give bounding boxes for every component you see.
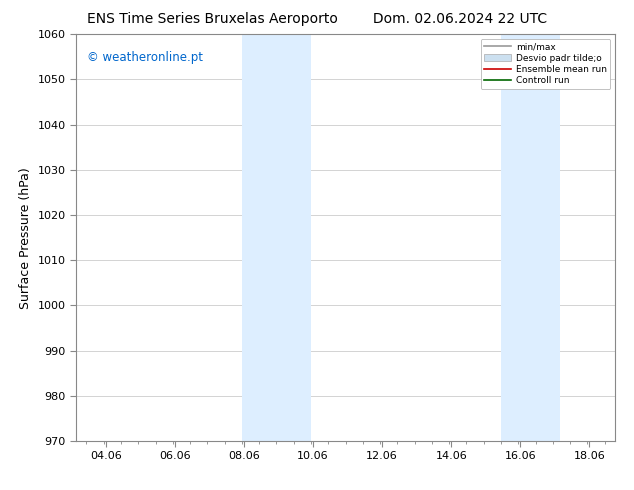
Y-axis label: Surface Pressure (hPa): Surface Pressure (hPa) — [19, 167, 32, 309]
Legend: min/max, Desvio padr tilde;o, Ensemble mean run, Controll run: min/max, Desvio padr tilde;o, Ensemble m… — [481, 39, 611, 89]
Bar — [242, 34, 311, 441]
Text: ENS Time Series Bruxelas Aeroporto        Dom. 02.06.2024 22 UTC: ENS Time Series Bruxelas Aeroporto Dom. … — [87, 12, 547, 26]
Text: © weatheronline.pt: © weatheronline.pt — [87, 50, 203, 64]
Bar — [501, 34, 560, 441]
